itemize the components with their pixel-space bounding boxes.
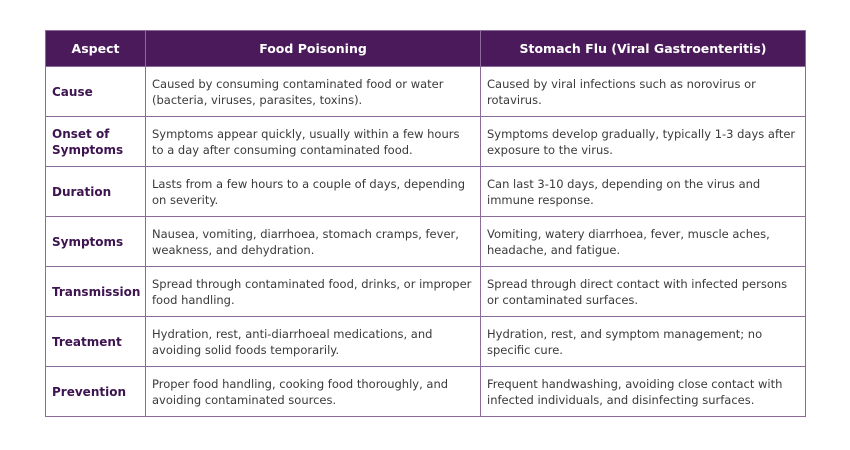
table-row: Symptoms Nausea, vomiting, diarrhoea, sto… <box>45 216 806 267</box>
food-poisoning-cell: Nausea, vomiting, diarrhoea, stomach cra… <box>145 216 481 267</box>
food-poisoning-cell: Proper food handling, cooking food thoro… <box>145 366 481 417</box>
table-row: Onset of Symptoms Symptoms appear quickly… <box>45 116 806 167</box>
stomach-flu-cell: Caused by viral infections such as norov… <box>480 66 806 117</box>
stomach-flu-cell: Vomiting, watery diarrhoea, fever, muscl… <box>480 216 806 267</box>
aspect-cell: Duration <box>45 166 146 217</box>
header-row: Aspect Food Poisoning Stomach Flu (Viral… <box>45 30 806 67</box>
table-row: Prevention Proper food handling, cooking … <box>45 366 806 417</box>
stomach-flu-cell: Symptoms develop gradually, typically 1-… <box>480 116 806 167</box>
aspect-cell: Prevention <box>45 366 146 417</box>
stomach-flu-cell: Hydration, rest, and symptom management;… <box>480 316 806 367</box>
table-row: Transmission Spread through contaminated … <box>45 266 806 317</box>
aspect-cell: Treatment <box>45 316 146 367</box>
food-poisoning-cell: Symptoms appear quickly, usually within … <box>145 116 481 167</box>
table-row: Cause Caused by consuming contaminated fo… <box>45 66 806 117</box>
food-poisoning-cell: Spread through contaminated food, drinks… <box>145 266 481 317</box>
aspect-cell: Transmission <box>45 266 146 317</box>
header-stomach-flu: Stomach Flu (Viral Gastroenteritis) <box>480 30 806 67</box>
food-poisoning-cell: Hydration, rest, anti-diarrhoeal medicat… <box>145 316 481 367</box>
stomach-flu-cell: Can last 3-10 days, depending on the vir… <box>480 166 806 217</box>
food-poisoning-cell: Lasts from a few hours to a couple of da… <box>145 166 481 217</box>
table-row: Duration Lasts from a few hours to a coup… <box>45 166 806 217</box>
food-poisoning-cell: Caused by consuming contaminated food or… <box>145 66 481 117</box>
stomach-flu-cell: Spread through direct contact with infec… <box>480 266 806 317</box>
header-aspect: Aspect <box>45 30 146 67</box>
header-food-poisoning: Food Poisoning <box>145 30 481 67</box>
comparison-table: Aspect Food Poisoning Stomach Flu (Viral… <box>45 30 806 417</box>
stomach-flu-cell: Frequent handwashing, avoiding close con… <box>480 366 806 417</box>
table-row: Treatment Hydration, rest, anti-diarrhoea… <box>45 316 806 367</box>
aspect-cell: Cause <box>45 66 146 117</box>
aspect-cell: Symptoms <box>45 216 146 267</box>
aspect-cell: Onset of Symptoms <box>45 116 146 167</box>
